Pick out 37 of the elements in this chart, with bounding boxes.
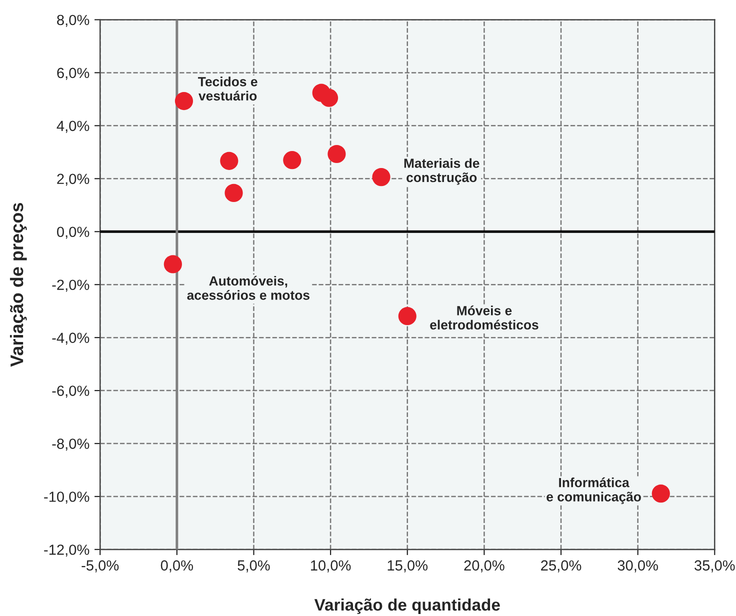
y-tick-label: -4,0% [52, 332, 90, 345]
y-tick-label: -8,0% [52, 438, 90, 451]
point [164, 255, 182, 274]
x-tick-label: 30,0% [618, 560, 658, 572]
x-tick-label: 15,0% [388, 560, 428, 572]
point [652, 484, 670, 503]
x-tick-label: 10,0% [310, 560, 351, 572]
point [174, 92, 194, 110]
annotation: Informática e comunicação [546, 477, 641, 504]
y-tick-label: 6,0% [57, 68, 90, 80]
y-axis-title: Variação de preços [10, 203, 27, 367]
y-tick-label: 2,0% [57, 174, 90, 186]
x-axis-title: Variação de quantidade [314, 598, 500, 614]
x-tick-label: 5,0% [238, 560, 270, 572]
x-tick-label: -5,0% [82, 560, 119, 572]
x-tick-label: 20,0% [464, 560, 504, 572]
point [283, 151, 302, 170]
x-tick-label: 35,0% [694, 560, 735, 572]
point [320, 88, 338, 107]
y-tick-label: -12,0% [44, 544, 90, 557]
annotation: Materiais de construção [404, 158, 480, 185]
annotation: Móveis e eletrodomésticos [430, 306, 538, 330]
y-tick-label: -2,0% [52, 280, 90, 292]
y-tick-label: -6,0% [52, 386, 90, 398]
y-tick-label: -10,0% [44, 492, 90, 504]
x-tick-label: 25,0% [541, 560, 582, 572]
annotation: Automóveis, acessórios e motos [187, 276, 310, 300]
y-tick-label: 8,0% [57, 14, 90, 27]
point [220, 152, 238, 170]
x-tick-label: 0,0% [160, 560, 194, 572]
point [398, 307, 416, 326]
annotation: Tecidos e vestuário [198, 76, 258, 101]
point [372, 168, 390, 186]
y-tick-label: 0,0% [57, 226, 90, 239]
y-tick-label: 4,0% [56, 120, 90, 133]
point [328, 144, 346, 164]
point [224, 184, 243, 202]
